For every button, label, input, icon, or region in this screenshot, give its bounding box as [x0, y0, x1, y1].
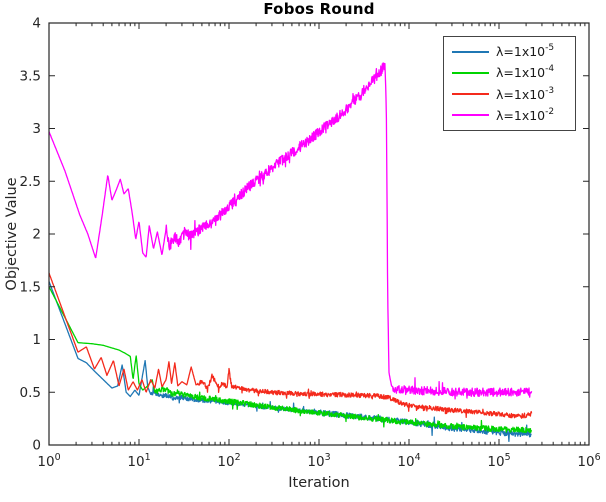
y-tick-label: 0.5 [20, 385, 41, 401]
y-tick-label: 1 [32, 332, 41, 348]
legend-item-lambda-1e-3: λ=1x10-3 [444, 84, 575, 105]
x-tick-label: 104 [397, 452, 420, 470]
x-tick-label: 105 [487, 452, 510, 470]
x-tick-label: 103 [307, 452, 330, 470]
legend-line-sample [452, 93, 489, 96]
legend-label: λ=1x10-2 [496, 106, 555, 123]
chart-title: Fobos Round [263, 0, 375, 18]
legend: λ=1x10-5 λ=1x10-4 λ=1x10-3 λ=1x10-2 [443, 36, 576, 131]
y-tick-label: 3.5 [20, 68, 41, 84]
legend-label: λ=1x10-4 [496, 64, 555, 81]
y-axis-label: Objective Value [4, 177, 20, 291]
x-tick-label: 101 [127, 452, 150, 470]
x-tick-label: 102 [217, 452, 240, 470]
legend-line-sample [452, 50, 489, 53]
y-tick-labels: 0 0.5 1 1.5 2 2.5 3 3.5 4 [20, 16, 41, 454]
legend-item-lambda-1e-5: λ=1x10-5 [444, 41, 575, 62]
legend-label: λ=1x10-5 [496, 43, 555, 60]
legend-item-lambda-1e-4: λ=1x10-4 [444, 62, 575, 83]
series-group [49, 62, 533, 442]
y-tick-label: 3 [32, 121, 41, 137]
legend-line-sample [452, 114, 489, 117]
legend-label: λ=1x10-3 [496, 85, 555, 102]
series-line-lambda-1e-2 [49, 62, 533, 400]
y-tick-label: 4 [32, 16, 41, 32]
x-tick-label: 100 [37, 452, 60, 470]
x-tick-label: 106 [577, 452, 600, 470]
x-tick-labels: 100 101 102 103 104 105 106 [37, 452, 600, 470]
series-line-lambda-1e-4 [49, 286, 533, 434]
series-line-lambda-1e-3 [49, 272, 533, 419]
legend-line-sample [452, 71, 489, 74]
y-tick-label: 2 [32, 227, 41, 243]
axis-ticks [48, 22, 590, 446]
series-line-lambda-1e-5 [49, 281, 532, 442]
y-tick-label: 1.5 [20, 279, 41, 295]
y-tick-label: 0 [32, 438, 41, 454]
legend-item-lambda-1e-2: λ=1x10-2 [444, 105, 575, 126]
y-tick-label: 2.5 [20, 174, 41, 190]
x-axis-label: Iteration [288, 475, 350, 491]
